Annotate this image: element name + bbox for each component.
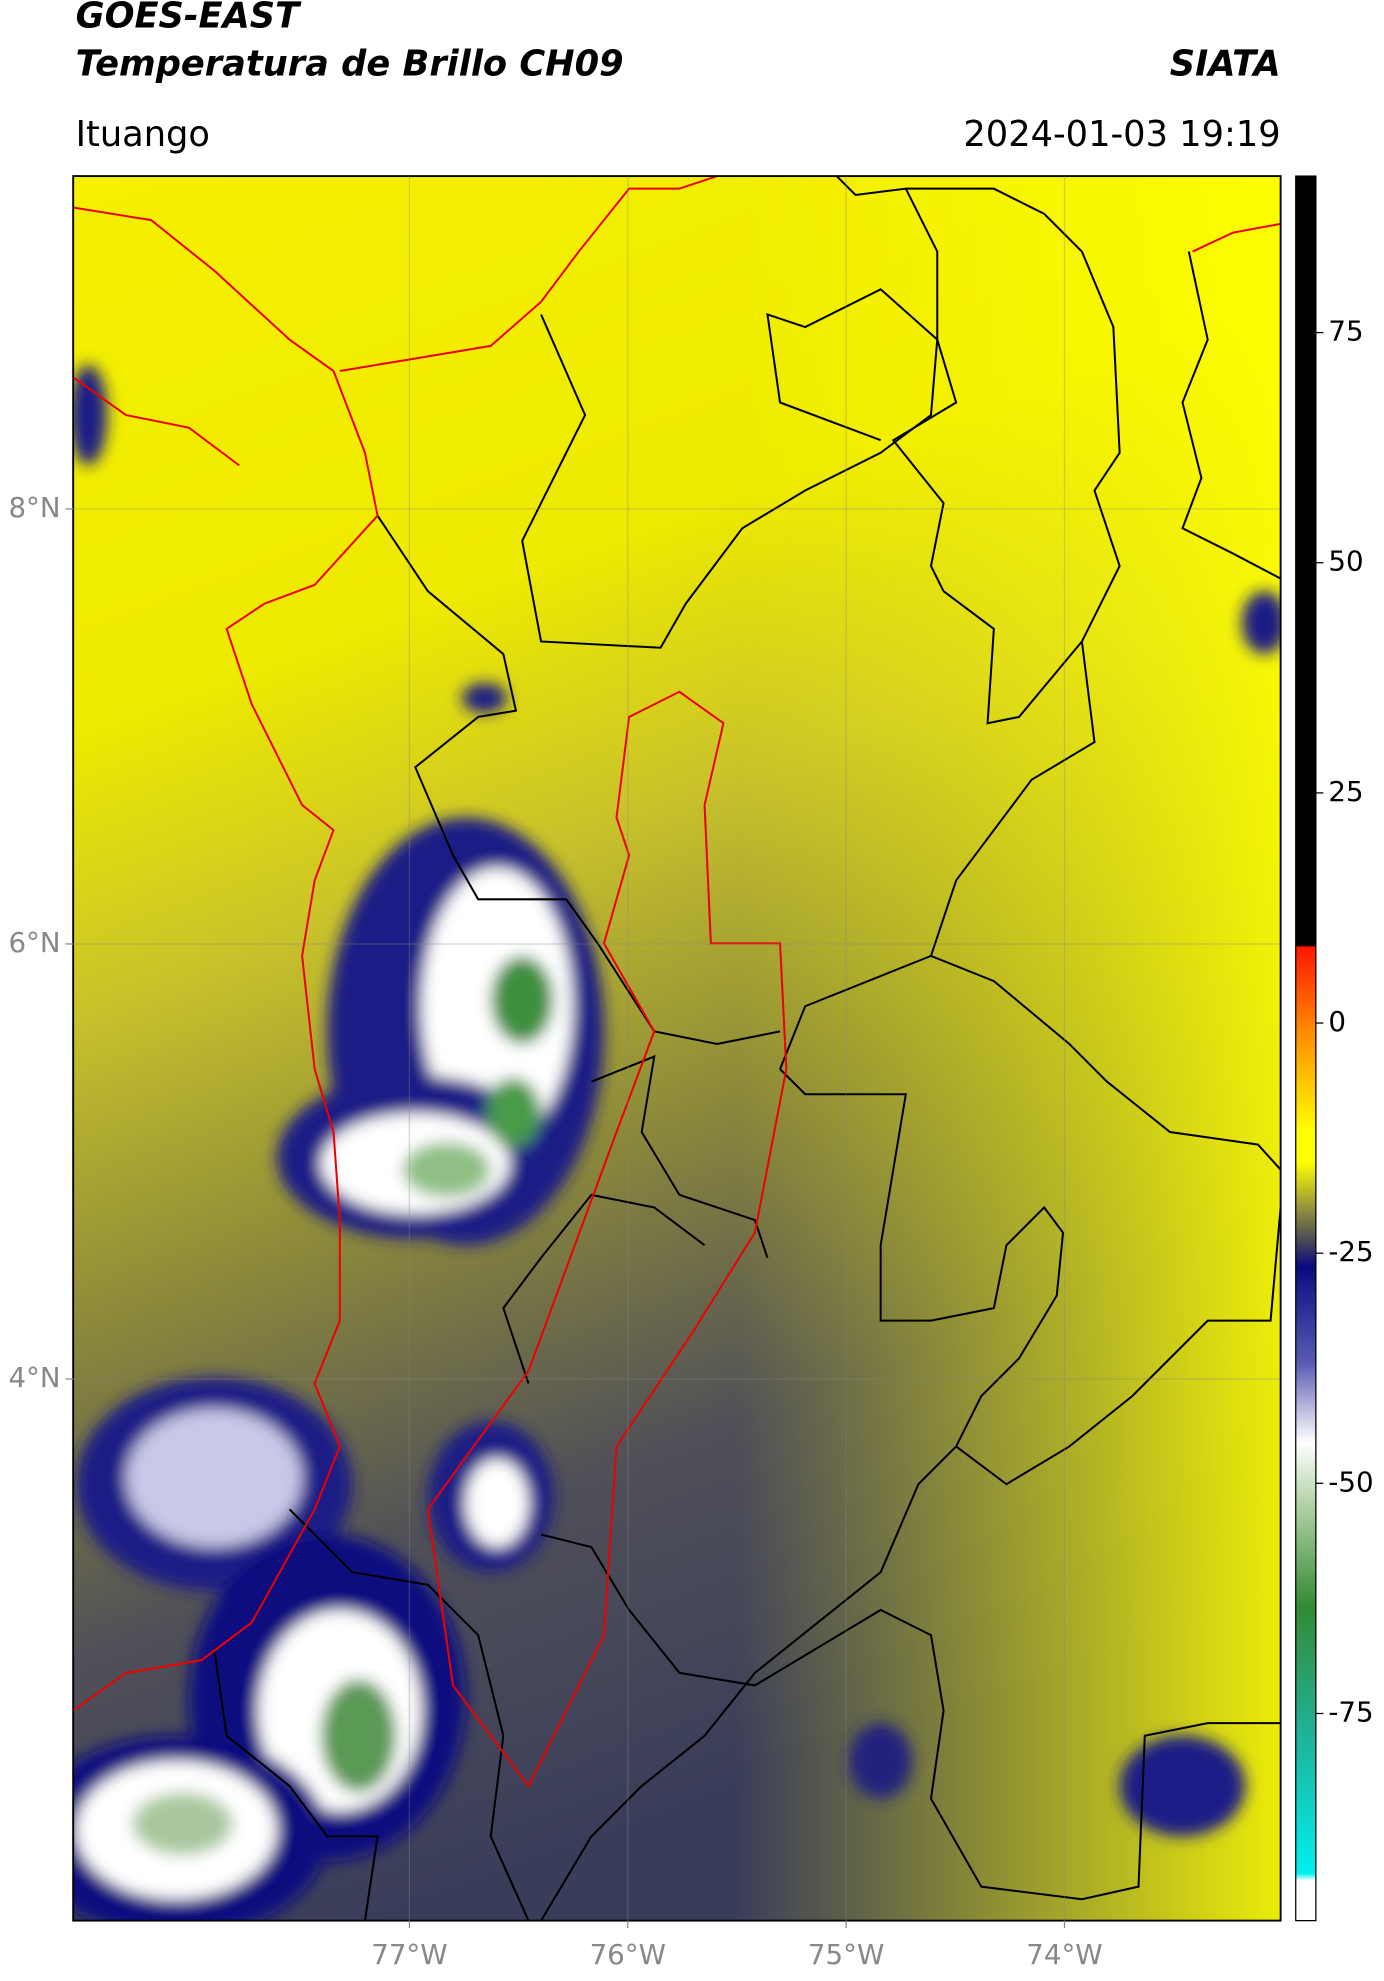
colorbar-label: -25: [1328, 1235, 1373, 1268]
x-tick-label: 76°W: [590, 1938, 666, 1971]
colorbar: [1295, 175, 1317, 1922]
coastline: [73, 176, 1281, 1788]
colorbar-label: 50: [1328, 545, 1363, 578]
satellite: GOES-EAST: [76, 0, 302, 37]
colorbar-label: 25: [1328, 775, 1363, 808]
colorbar-label: -50: [1328, 1465, 1373, 1498]
product: Temperatura de Brillo CH09: [76, 43, 624, 84]
colorbar-label: 75: [1328, 315, 1363, 348]
y-tick-label: 4°N: [8, 1361, 60, 1394]
clouds: [73, 364, 1281, 1921]
datetime: 2024-01-03 19:19: [963, 114, 1280, 155]
x-tick-label: 74°W: [1026, 1938, 1102, 1971]
x-tick-label: 77°W: [371, 1938, 447, 1971]
source: SIATA: [1170, 43, 1281, 84]
y-tick-label: 6°N: [8, 926, 60, 959]
colorbar-label: -75: [1328, 1695, 1373, 1728]
map-frame: [72, 175, 1282, 1922]
map: [73, 176, 1281, 1921]
x-tick-label: 75°W: [808, 1938, 884, 1971]
y-tick-label: 8°N: [8, 491, 60, 524]
location: Ituango: [76, 114, 210, 155]
borders: [213, 176, 1281, 1921]
colorbar-label: 0: [1328, 1005, 1346, 1038]
